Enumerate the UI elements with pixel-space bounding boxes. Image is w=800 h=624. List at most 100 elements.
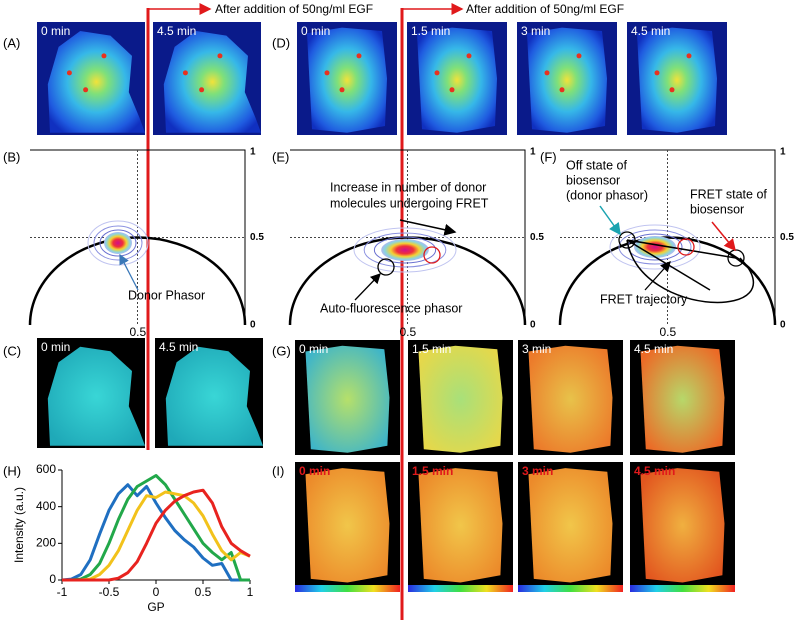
time-label: 3 min (522, 464, 553, 478)
cell (640, 345, 725, 453)
time-label: 0 min (41, 24, 70, 38)
annotation: Donor Phasor (128, 288, 205, 302)
contour (353, 227, 457, 273)
hotspot (356, 53, 362, 59)
panel-label: (G) (272, 343, 291, 358)
annotation: Off state of (566, 158, 627, 172)
series-line (62, 474, 250, 582)
x-tick-label: -0.5 (99, 585, 120, 599)
axis-label: 1 (250, 147, 256, 158)
annotation: biosensor (690, 202, 744, 216)
x-tick-label: -1 (57, 585, 68, 599)
hotspot (466, 53, 472, 59)
time-label: 1.5 min (412, 464, 453, 478)
annotation-arrow (119, 253, 139, 291)
axis-label: 0 (780, 320, 786, 331)
hotspot (449, 87, 455, 93)
contour (87, 220, 149, 266)
series-line (62, 488, 251, 582)
cell (528, 345, 613, 453)
axis-label: 1 (780, 147, 786, 158)
hotspot (654, 70, 660, 76)
annotation-arrow (354, 273, 381, 301)
cell (637, 27, 717, 133)
axis-label: 0 (530, 320, 536, 331)
series-line (61, 483, 250, 582)
time-label: 0 min (41, 340, 70, 354)
time-label: 4.5 min (157, 24, 196, 38)
annotation-arrow (599, 205, 621, 236)
phasor-cluster (381, 239, 429, 261)
hotspot (576, 53, 582, 59)
cell (47, 31, 145, 133)
axis-label: 0.5 (660, 325, 677, 339)
hotspot (182, 70, 188, 76)
x-tick-label: 1 (247, 585, 254, 599)
time-bracket (146, 3, 464, 620)
phasor-group: 1 0.5 0 0.5 1 0.5 0 0.5 1 0.5 0 0.5 (28, 147, 794, 339)
cell (47, 346, 145, 446)
hotspot (669, 87, 675, 93)
y-tick-label: 200 (36, 536, 56, 550)
hotspot (217, 53, 223, 59)
time-label: 4.5 min (634, 464, 675, 478)
hotspot (324, 70, 330, 76)
annotation-arrow (644, 261, 671, 291)
phasor-cluster (634, 236, 676, 258)
time-label: 4.5 min (159, 340, 198, 354)
cell (418, 345, 503, 453)
annotation-arrow (711, 221, 736, 252)
cell (165, 346, 263, 446)
universal-circle (558, 236, 777, 326)
hotspot (434, 70, 440, 76)
y-tick-label: 0 (49, 572, 56, 586)
contour (618, 229, 692, 265)
series-line (62, 490, 251, 582)
axis-label: 0.5 (530, 232, 544, 243)
annotation: biosensor (566, 173, 620, 187)
panel-label: (E) (272, 149, 289, 164)
color-bar (408, 585, 513, 592)
cell (527, 27, 607, 133)
axis-label: 0.5 (130, 325, 147, 339)
annotation: FRET state of (690, 187, 767, 201)
panel-label: (A) (3, 35, 20, 50)
axis-label: 1 (530, 147, 536, 158)
contour (99, 229, 137, 257)
axis-label: 0.5 (250, 232, 264, 243)
phasor-frame (290, 149, 526, 325)
phasor-marker (677, 238, 695, 256)
time-label: 0 min (299, 464, 330, 478)
color-bar (295, 585, 400, 592)
axis-label: 0.5 (780, 232, 794, 243)
cell (305, 468, 390, 583)
hotspot (83, 87, 89, 93)
time-label: 3 min (521, 24, 550, 38)
contour (609, 224, 701, 270)
panel-label: (H) (3, 463, 21, 478)
arrow-text: After addition of 50ng/ml EGF (215, 2, 373, 16)
time-label: 0 min (299, 342, 328, 356)
y-tick-label: 400 (36, 499, 56, 513)
y-axis-label: Intensity (a.u.) (12, 487, 26, 563)
annotation-arrow (399, 219, 457, 236)
panel-label: (I) (272, 463, 284, 478)
time-label: 1.5 min (412, 342, 451, 356)
y-tick-label: 600 (36, 462, 56, 476)
image-group: 0 min 4.5 min 0 min 1.5 min 3 min 4.5 min 0 mi… (37, 22, 735, 592)
chart: 0 200 400 600 -1 -0.5 0 0.5 1 GP Intensity (a.u.) (12, 462, 253, 614)
cell (640, 468, 725, 583)
arrow-text: After addition of 50ng/ml EGF (466, 2, 624, 16)
phasor-marker (423, 246, 441, 264)
color-bar (630, 585, 735, 592)
time-label: 1.5 min (411, 24, 450, 38)
panel-label: (B) (3, 149, 20, 164)
contour (373, 236, 437, 264)
time-label: 3 min (522, 342, 551, 356)
cell (305, 345, 390, 453)
annotation: Increase in number of donor (330, 180, 486, 194)
color-bar (518, 585, 623, 592)
axis-label: 0.5 (400, 325, 417, 339)
cell (528, 468, 613, 583)
